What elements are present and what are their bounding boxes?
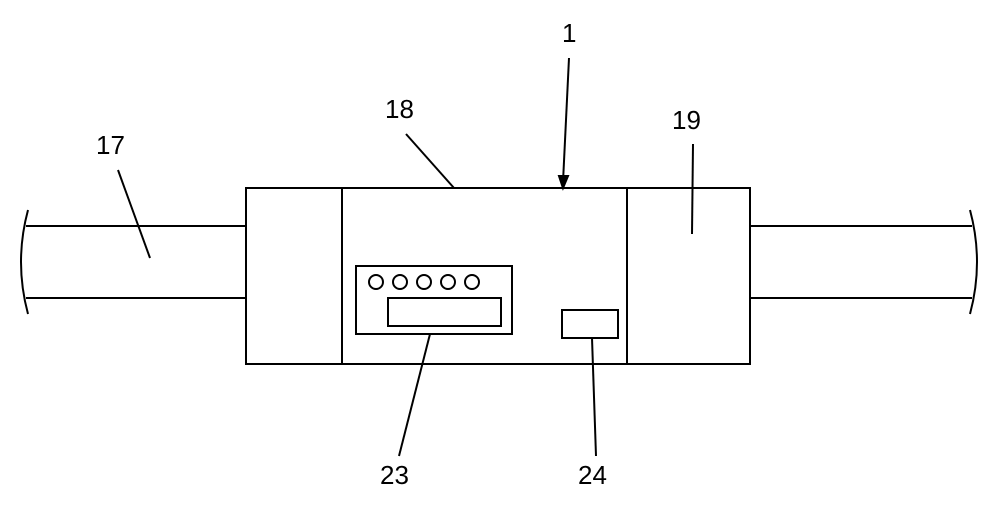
- label-24: 24: [578, 460, 607, 490]
- label-17: 17: [96, 130, 125, 160]
- technical-diagram: 1 17 18 19 23 24: [0, 0, 1000, 530]
- strap-right: [750, 210, 977, 314]
- label-19: 19: [672, 105, 701, 135]
- label-1: 1: [562, 18, 576, 48]
- main-body: [246, 188, 750, 364]
- label-18: 18: [385, 94, 414, 124]
- strap-left: [21, 210, 247, 314]
- label-23: 23: [380, 460, 409, 490]
